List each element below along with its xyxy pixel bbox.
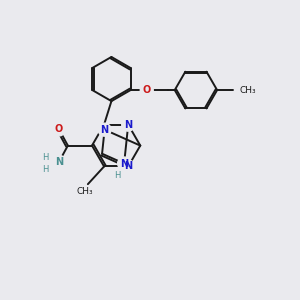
Text: CH₃: CH₃ <box>239 85 256 94</box>
Circle shape <box>118 157 130 170</box>
Circle shape <box>52 123 65 136</box>
Circle shape <box>140 84 153 97</box>
Text: N: N <box>100 125 109 135</box>
Text: N: N <box>124 120 132 130</box>
Circle shape <box>122 160 135 173</box>
Text: O: O <box>142 85 151 95</box>
Circle shape <box>122 118 135 131</box>
Circle shape <box>98 123 111 136</box>
Text: N: N <box>124 161 132 172</box>
Circle shape <box>52 155 65 168</box>
Text: H: H <box>114 171 120 180</box>
Text: N: N <box>55 157 63 167</box>
Text: N: N <box>120 158 128 169</box>
Text: CH₃: CH₃ <box>76 187 93 196</box>
Text: H: H <box>43 153 49 162</box>
Text: H: H <box>43 165 49 174</box>
Text: O: O <box>55 124 63 134</box>
